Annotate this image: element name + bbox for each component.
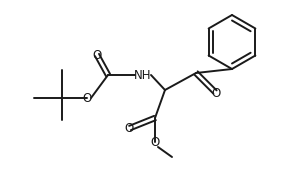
Text: O: O	[92, 48, 102, 61]
Text: O: O	[124, 122, 134, 134]
Text: O: O	[82, 92, 92, 105]
Text: NH: NH	[134, 68, 152, 82]
Text: O: O	[150, 135, 160, 149]
Text: O: O	[211, 87, 221, 100]
